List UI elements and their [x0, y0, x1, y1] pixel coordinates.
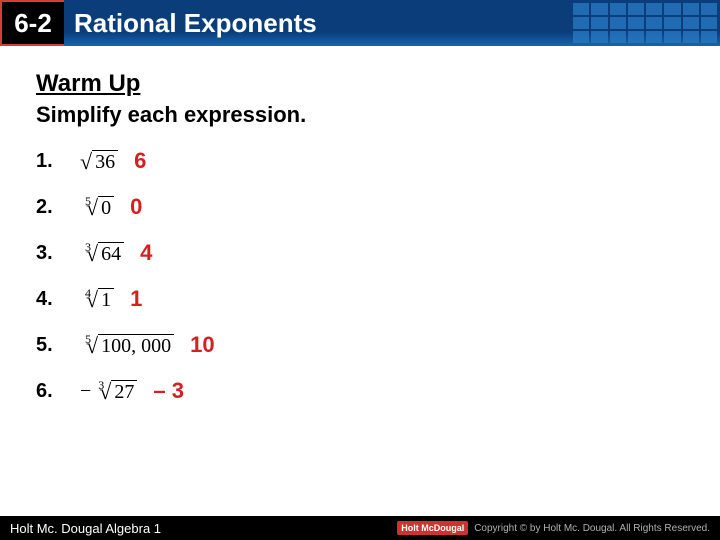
warmup-heading: Warm Up [36, 70, 684, 98]
problem-number: 2. [36, 196, 64, 219]
radicand: 1 [98, 288, 114, 311]
footer-book-title: Holt Mc. Dougal Algebra 1 [10, 521, 161, 536]
problem-number: 3. [36, 242, 64, 265]
root-index: 4 [85, 286, 91, 301]
lesson-title-bar: Rational Exponents [64, 0, 720, 46]
problem-number: 5. [36, 334, 64, 357]
lesson-title: Rational Exponents [74, 8, 317, 39]
answer: 4 [140, 240, 152, 266]
radical: √36 [80, 150, 118, 173]
answer: 6 [134, 148, 146, 174]
problem-row: 2.5√00 [36, 192, 684, 222]
problem-number: 1. [36, 150, 64, 173]
content-area: Warm Up Simplify each expression. 1.√366… [0, 46, 720, 414]
root-index: 3 [85, 240, 91, 255]
expression: √36 [80, 150, 118, 173]
instruction-text: Simplify each expression. [36, 102, 684, 128]
radicand: 36 [92, 150, 118, 173]
radical: 4√1 [80, 288, 114, 311]
root-index: 5 [85, 332, 91, 347]
problem-row: 3. 3√64 4 [36, 238, 684, 268]
problem-number: 4. [36, 288, 64, 311]
copyright-text: Copyright © by Holt Mc. Dougal. All Righ… [474, 523, 710, 534]
problem-row: 4.4√11 [36, 284, 684, 314]
expression: 5√100, 000 [80, 334, 174, 357]
expression: 4√1 [80, 288, 114, 311]
problem-number: 6. [36, 380, 64, 403]
radical: 3√64 [80, 242, 124, 265]
radicand: 64 [98, 242, 124, 265]
radicand: 27 [111, 380, 137, 403]
section-number-badge: 6-2 [0, 0, 64, 46]
footer-bar: Holt Mc. Dougal Algebra 1 Holt McDougal … [0, 516, 720, 540]
answer: – 3 [153, 378, 184, 404]
radicand: 0 [98, 196, 114, 219]
answer: 0 [130, 194, 142, 220]
expression: 3√64 [80, 242, 124, 265]
problem-row: 6.−3√27– 3 [36, 376, 684, 406]
problem-row: 5. 5√100, 000 10 [36, 330, 684, 360]
answer: 10 [190, 332, 214, 358]
problem-row: 1. √36 6 [36, 146, 684, 176]
negative-sign: − [80, 380, 91, 403]
header-bar: 6-2 Rational Exponents [0, 0, 720, 46]
expression: −3√27 [80, 380, 137, 403]
publisher-logo: Holt McDougal [397, 521, 468, 535]
radical: 5√0 [80, 196, 114, 219]
radical-symbol: √ [80, 151, 92, 173]
root-index: 5 [85, 194, 91, 209]
decorative-grid [570, 0, 720, 46]
answer: 1 [130, 286, 142, 312]
problem-list: 1.√3662.5√003.3√6444.4√115.5√100, 000106… [36, 146, 684, 406]
radicand: 100, 000 [98, 334, 174, 357]
expression: 5√0 [80, 196, 114, 219]
radical: 3√27 [93, 380, 137, 403]
root-index: 3 [98, 378, 104, 393]
radical: 5√100, 000 [80, 334, 174, 357]
footer-copyright-area: Holt McDougal Copyright © by Holt Mc. Do… [397, 521, 710, 535]
